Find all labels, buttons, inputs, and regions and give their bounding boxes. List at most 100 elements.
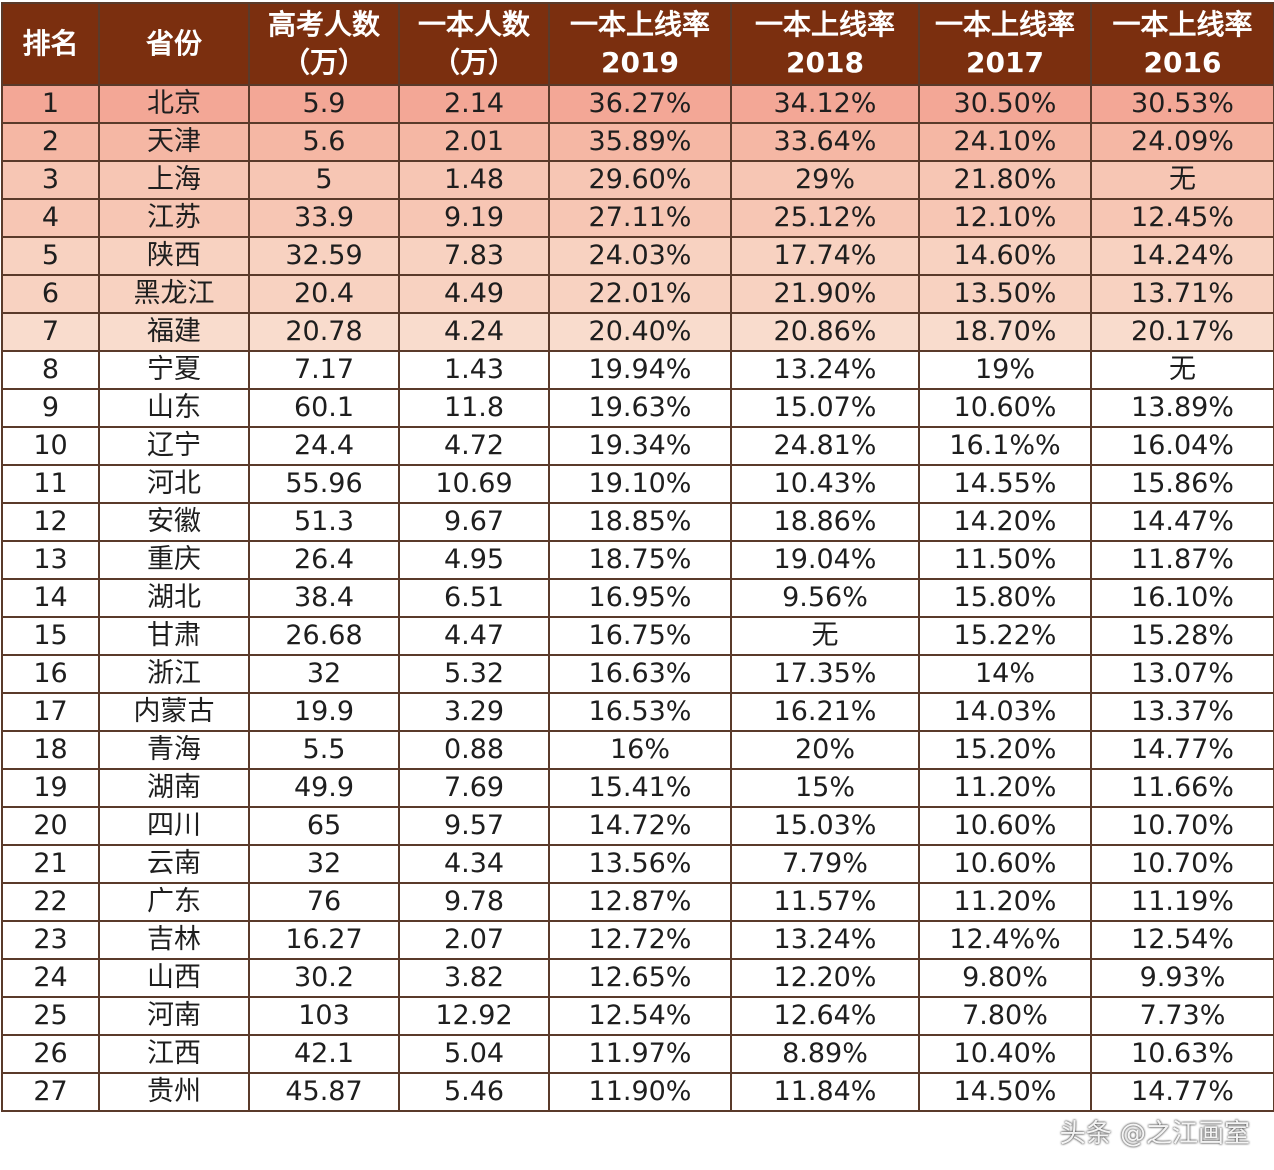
cell-province: 上海 bbox=[98, 160, 250, 200]
table-row: 3 上海 5 1.48 29.60% 29% 21.80% 无 bbox=[1, 160, 1274, 200]
cell-rate-2016: 无 bbox=[1090, 350, 1274, 390]
cell-tier1-count: 4.47 bbox=[398, 616, 550, 656]
header-unit: （万） bbox=[281, 46, 366, 79]
cell-rate-2016: 14.77% bbox=[1090, 1072, 1274, 1112]
cell-exam-takers: 26.4 bbox=[248, 540, 400, 580]
cell-rate-2016: 10.70% bbox=[1090, 806, 1274, 846]
cell-rate-2016: 16.04% bbox=[1090, 426, 1274, 466]
cell-rate-2017: 10.40% bbox=[918, 1034, 1092, 1074]
cell-rate-2017: 16.1%% bbox=[918, 426, 1092, 466]
cell-rank: 16 bbox=[1, 654, 100, 694]
cell-exam-takers: 19.9 bbox=[248, 692, 400, 732]
header-label: 一本上线率 bbox=[1112, 8, 1253, 41]
header-year: 2018 bbox=[786, 46, 864, 79]
cell-rate-2019: 14.72% bbox=[548, 806, 732, 846]
cell-rate-2017: 7.80% bbox=[918, 996, 1092, 1036]
table-row: 25 河南 103 12.92 12.54% 12.64% 7.80% 7.73% bbox=[1, 996, 1274, 1036]
cell-rate-2016: 11.87% bbox=[1090, 540, 1274, 580]
cell-rank: 5 bbox=[1, 236, 100, 276]
cell-rank: 22 bbox=[1, 882, 100, 922]
cell-tier1-count: 6.51 bbox=[398, 578, 550, 618]
header-rate-2018: 一本上线率 2018 bbox=[730, 2, 920, 86]
cell-rate-2017: 24.10% bbox=[918, 122, 1092, 162]
table-row: 20 四川 65 9.57 14.72% 15.03% 10.60% 10.70% bbox=[1, 806, 1274, 846]
cell-exam-takers: 5.9 bbox=[248, 84, 400, 124]
cell-rate-2019: 24.03% bbox=[548, 236, 732, 276]
table-row: 9 山东 60.1 11.8 19.63% 15.07% 10.60% 13.89% bbox=[1, 388, 1274, 428]
cell-rank: 14 bbox=[1, 578, 100, 618]
cell-province: 辽宁 bbox=[98, 426, 250, 466]
province-admission-table: 排名 省份 高考人数 （万） 一本人数 （万） 一本上线率 2019 一本上线率 201… bbox=[1, 2, 1274, 1112]
cell-rate-2019: 19.94% bbox=[548, 350, 732, 390]
cell-rate-2019: 16.63% bbox=[548, 654, 732, 694]
cell-exam-takers: 49.9 bbox=[248, 768, 400, 808]
cell-tier1-count: 11.8 bbox=[398, 388, 550, 428]
cell-province: 广东 bbox=[98, 882, 250, 922]
cell-rate-2018: 29% bbox=[730, 160, 920, 200]
cell-rate-2017: 11.20% bbox=[918, 768, 1092, 808]
cell-rate-2018: 21.90% bbox=[730, 274, 920, 314]
cell-exam-takers: 38.4 bbox=[248, 578, 400, 618]
cell-rate-2019: 35.89% bbox=[548, 122, 732, 162]
cell-rate-2019: 11.97% bbox=[548, 1034, 732, 1074]
table-row: 2 天津 5.6 2.01 35.89% 33.64% 24.10% 24.09% bbox=[1, 122, 1274, 162]
cell-rank: 17 bbox=[1, 692, 100, 732]
table-row: 22 广东 76 9.78 12.87% 11.57% 11.20% 11.19% bbox=[1, 882, 1274, 922]
table-header: 排名 省份 高考人数 （万） 一本人数 （万） 一本上线率 2019 一本上线率 201… bbox=[1, 2, 1274, 86]
cell-rate-2018: 无 bbox=[730, 616, 920, 656]
table-row: 7 福建 20.78 4.24 20.40% 20.86% 18.70% 20.17% bbox=[1, 312, 1274, 352]
cell-province: 内蒙古 bbox=[98, 692, 250, 732]
cell-rate-2018: 17.74% bbox=[730, 236, 920, 276]
cell-province: 甘肃 bbox=[98, 616, 250, 656]
cell-rate-2016: 15.86% bbox=[1090, 464, 1274, 504]
cell-tier1-count: 2.01 bbox=[398, 122, 550, 162]
table-row: 15 甘肃 26.68 4.47 16.75% 无 15.22% 15.28% bbox=[1, 616, 1274, 656]
cell-rate-2017: 14.20% bbox=[918, 502, 1092, 542]
cell-tier1-count: 1.48 bbox=[398, 160, 550, 200]
cell-rank: 19 bbox=[1, 768, 100, 808]
header-province: 省份 bbox=[98, 2, 250, 86]
cell-province: 宁夏 bbox=[98, 350, 250, 390]
cell-tier1-count: 2.14 bbox=[398, 84, 550, 124]
cell-rank: 26 bbox=[1, 1034, 100, 1074]
table-row: 14 湖北 38.4 6.51 16.95% 9.56% 15.80% 16.10% bbox=[1, 578, 1274, 618]
cell-rank: 18 bbox=[1, 730, 100, 770]
cell-rate-2017: 14.50% bbox=[918, 1072, 1092, 1112]
cell-rate-2017: 14.60% bbox=[918, 236, 1092, 276]
cell-rate-2019: 15.41% bbox=[548, 768, 732, 808]
cell-exam-takers: 5.5 bbox=[248, 730, 400, 770]
cell-province: 江苏 bbox=[98, 198, 250, 238]
cell-rank: 11 bbox=[1, 464, 100, 504]
table-row: 16 浙江 32 5.32 16.63% 17.35% 14% 13.07% bbox=[1, 654, 1274, 694]
cell-rank: 15 bbox=[1, 616, 100, 656]
cell-exam-takers: 32.59 bbox=[248, 236, 400, 276]
cell-rate-2018: 7.79% bbox=[730, 844, 920, 884]
cell-exam-takers: 5 bbox=[248, 160, 400, 200]
cell-tier1-count: 7.83 bbox=[398, 236, 550, 276]
header-rate-2017: 一本上线率 2017 bbox=[918, 2, 1092, 86]
cell-rank: 1 bbox=[1, 84, 100, 124]
table-row: 17 内蒙古 19.9 3.29 16.53% 16.21% 14.03% 13.37% bbox=[1, 692, 1274, 732]
table-row: 10 辽宁 24.4 4.72 19.34% 24.81% 16.1%% 16.04% bbox=[1, 426, 1274, 466]
cell-exam-takers: 103 bbox=[248, 996, 400, 1036]
cell-tier1-count: 4.72 bbox=[398, 426, 550, 466]
cell-rate-2019: 27.11% bbox=[548, 198, 732, 238]
cell-rate-2016: 13.07% bbox=[1090, 654, 1274, 694]
cell-rate-2018: 15% bbox=[730, 768, 920, 808]
cell-rate-2017: 15.22% bbox=[918, 616, 1092, 656]
cell-rate-2017: 10.60% bbox=[918, 388, 1092, 428]
cell-tier1-count: 9.78 bbox=[398, 882, 550, 922]
table-row: 12 安徽 51.3 9.67 18.85% 18.86% 14.20% 14.47% bbox=[1, 502, 1274, 542]
cell-province: 云南 bbox=[98, 844, 250, 884]
cell-tier1-count: 1.43 bbox=[398, 350, 550, 390]
cell-rate-2017: 10.60% bbox=[918, 844, 1092, 884]
cell-rate-2019: 19.10% bbox=[548, 464, 732, 504]
header-rate-2016: 一本上线率 2016 bbox=[1090, 2, 1274, 86]
cell-rate-2019: 12.72% bbox=[548, 920, 732, 960]
header-label: 排名 bbox=[22, 27, 79, 60]
cell-rate-2016: 10.70% bbox=[1090, 844, 1274, 884]
cell-tier1-count: 2.07 bbox=[398, 920, 550, 960]
cell-exam-takers: 45.87 bbox=[248, 1072, 400, 1112]
cell-rate-2017: 18.70% bbox=[918, 312, 1092, 352]
